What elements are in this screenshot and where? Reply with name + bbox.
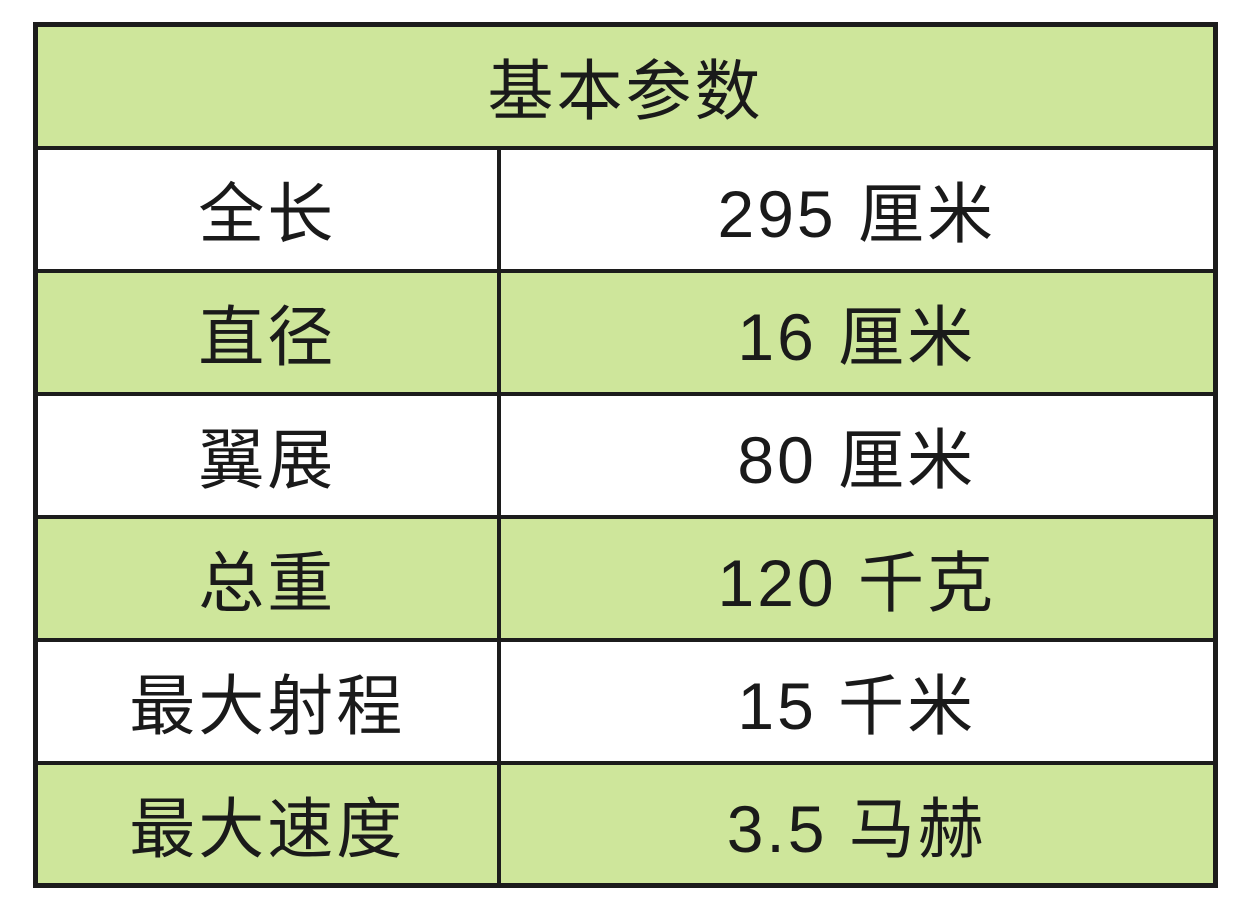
param-value: 3.5 马赫 [496, 760, 1218, 888]
param-label: 最大速度 [33, 760, 501, 888]
param-value: 80 厘米 [496, 391, 1218, 519]
param-value: 16 厘米 [496, 268, 1218, 396]
param-label: 总重 [33, 514, 501, 642]
table-row: 直径 16 厘米 [33, 268, 1218, 396]
table-row: 总重 120 千克 [33, 514, 1218, 642]
table-row: 翼展 80 厘米 [33, 391, 1218, 519]
parameters-table: 基本参数 全长 295 厘米 直径 16 厘米 翼展 80 厘米 总重 120 … [33, 22, 1218, 888]
table-title: 基本参数 [33, 22, 1218, 150]
param-value: 15 千米 [496, 637, 1218, 765]
param-label: 直径 [33, 268, 501, 396]
param-value: 120 千克 [496, 514, 1218, 642]
param-value: 295 厘米 [496, 145, 1218, 273]
table-header-row: 基本参数 [33, 22, 1218, 150]
table-row: 最大速度 3.5 马赫 [33, 760, 1218, 888]
param-label: 全长 [33, 145, 501, 273]
param-label: 翼展 [33, 391, 501, 519]
param-label: 最大射程 [33, 637, 501, 765]
table-row: 全长 295 厘米 [33, 145, 1218, 273]
table-row: 最大射程 15 千米 [33, 637, 1218, 765]
